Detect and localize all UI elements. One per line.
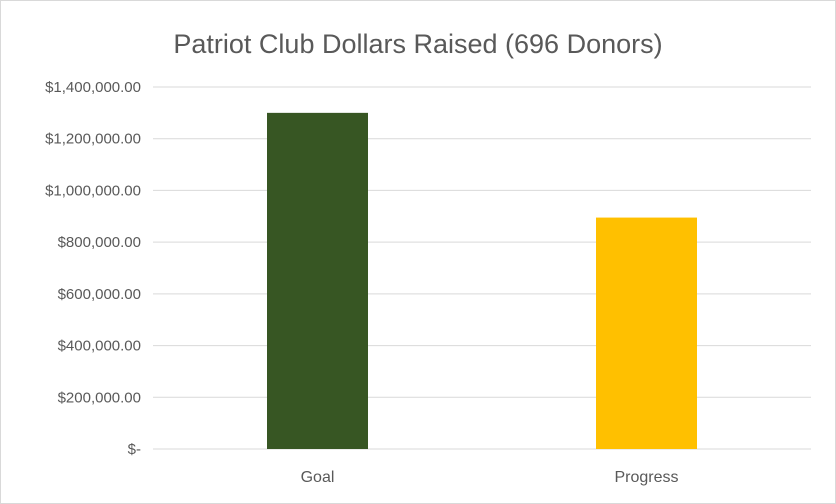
chart-title: Patriot Club Dollars Raised (696 Donors) xyxy=(173,29,662,59)
bars xyxy=(267,112,697,449)
y-tick-label: $400,000.00 xyxy=(58,338,141,355)
y-tick-label: $- xyxy=(128,441,141,458)
bar-progress xyxy=(596,217,697,449)
y-tick-label: $600,000.00 xyxy=(58,286,141,303)
y-tick-label: $200,000.00 xyxy=(58,389,141,406)
y-tick-label: $1,000,000.00 xyxy=(45,182,141,199)
gridlines xyxy=(153,86,811,450)
bar-goal xyxy=(267,112,368,449)
x-category-label: Goal xyxy=(301,469,335,486)
y-tick-label: $800,000.00 xyxy=(58,234,141,251)
x-category-label: Progress xyxy=(614,469,678,486)
y-axis-ticks: $- $200,000.00 $400,000.00 $600,000.00 $800,… xyxy=(45,79,141,458)
y-tick-label: $1,200,000.00 xyxy=(45,131,141,148)
x-axis-categories: Goal Progress xyxy=(301,469,679,486)
y-tick-label: $1,400,000.00 xyxy=(45,79,141,96)
